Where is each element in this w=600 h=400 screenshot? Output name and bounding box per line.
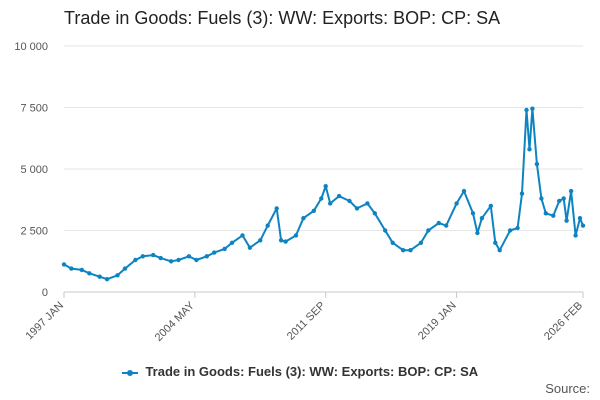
data-point [524,107,529,113]
y-tick-label: 10 000 [14,41,48,53]
data-point [515,225,520,231]
data-point [311,208,316,213]
series-line-path [63,107,584,281]
data-point [493,240,498,245]
data-point [265,223,270,228]
data-point [194,257,199,263]
x-tick-label: 1997 JAN [23,300,66,343]
data-point [497,248,502,253]
data-point [323,184,328,189]
data-point [229,240,235,245]
data-point [301,216,306,221]
data-point [564,218,569,223]
data-point [69,266,74,271]
legend-line-marker-icon [121,368,138,378]
data-point [519,191,525,196]
data-point [372,211,377,216]
data-point [212,250,217,255]
y-tick-label: 0 [42,287,48,299]
x-tick-label: 2004 MAY [153,299,198,344]
data-point [247,245,253,250]
data-point [319,196,324,201]
legend[interactable]: Trade in Goods: Fuels (3): WW: Exports: … [0,364,600,379]
data-point [426,228,431,233]
data-point [580,223,586,228]
data-point [470,211,476,216]
data-point [488,203,493,209]
data-point [534,161,540,167]
data-point [278,238,284,243]
data-point [293,233,299,238]
data-point [176,257,181,263]
legend-dot [126,369,133,376]
legend-label: Trade in Goods: Fuels (3): WW: Exports: … [145,364,479,379]
data-point [557,198,562,204]
data-point [79,267,85,273]
data-point [408,248,413,253]
chart-title: Trade in Goods: Fuels (3): WW: Exports: … [64,8,501,28]
data-point [551,213,556,218]
data-point [336,193,342,199]
series-line [63,107,584,281]
data-point [365,201,370,206]
data-point [543,211,548,216]
data-point [204,254,209,259]
x-tick-label: 2019 JAN [416,300,459,343]
data-point [354,206,360,211]
data-point [283,239,288,244]
x-axis [63,291,584,298]
data-point [168,259,174,264]
data-point [274,206,279,211]
data-point [530,106,535,111]
grid-lines [64,45,583,231]
data-point [186,254,192,259]
y-axis-tick-labels: 0 2 500 5 000 7 500 10 000 [14,41,48,299]
data-point [347,198,352,204]
data-point [479,216,485,221]
data-point [461,188,467,194]
data-point [444,223,449,228]
data-point [400,248,406,253]
data-point [475,230,480,236]
data-point [539,196,544,201]
y-tick-label: 5 000 [20,164,48,176]
x-axis-tick-labels: 1997 JAN 2004 MAY 2011 SEP 2019 JAN 2026 FEB [23,299,585,344]
y-tick-label: 2 500 [20,226,48,238]
data-point [454,201,459,206]
x-tick-label: 2011 SEP [285,300,328,343]
data-point [561,196,566,201]
data-point [527,147,532,152]
data-point [258,238,263,243]
data-point [240,233,245,238]
data-point [158,255,163,261]
data-point [133,257,138,263]
series-points [61,106,586,282]
data-point [383,228,388,233]
x-tick-label: 2026 FEB [542,300,585,343]
data-point [418,240,424,245]
data-point [390,240,395,245]
data-point [568,188,574,194]
data-point [222,246,227,252]
data-point [151,252,156,258]
data-point [104,277,110,282]
data-point [122,266,128,271]
data-point [573,233,578,238]
data-point [507,228,513,233]
data-point [577,216,583,221]
y-tick-label: 7 500 [20,103,48,115]
data-point [115,273,120,278]
data-point [140,254,145,259]
data-point [328,201,333,206]
source-label: Source: [545,381,590,396]
data-point [97,274,102,279]
data-point [87,271,92,276]
data-point [436,220,441,226]
data-point [61,262,67,267]
